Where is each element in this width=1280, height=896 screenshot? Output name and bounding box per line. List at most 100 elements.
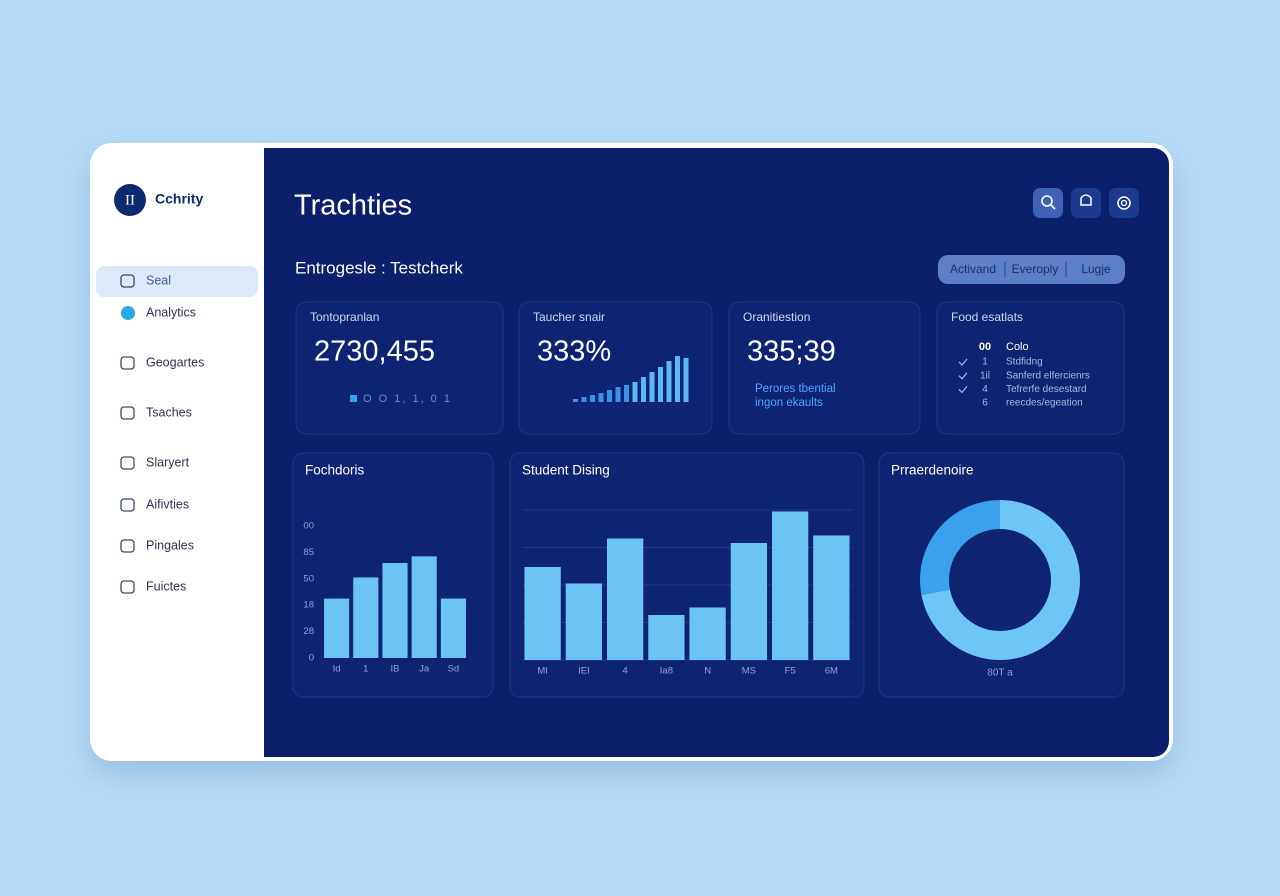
check-icon	[958, 372, 968, 380]
nav-icon	[120, 539, 135, 553]
toolbar	[1033, 188, 1139, 218]
chart-title: Student Dising	[522, 463, 610, 478]
y-tick-label: 00	[303, 521, 314, 532]
bar	[353, 577, 379, 658]
nav-item[interactable]: Analytics	[146, 305, 196, 319]
x-tick-label: Id	[333, 664, 341, 675]
settings-icon	[1120, 199, 1128, 207]
x-tick-label: MI	[537, 666, 548, 677]
tab[interactable]: Activand	[950, 262, 996, 276]
brand-logo	[114, 184, 146, 216]
x-tick-label: 6M	[825, 666, 838, 677]
nav-item[interactable]: Geogartes	[146, 355, 204, 369]
sparkline-bar	[615, 387, 621, 402]
bar	[730, 543, 768, 660]
list-num: 6	[982, 398, 988, 409]
stat-value: 335;39	[747, 336, 836, 368]
x-tick-label: F5	[785, 666, 796, 677]
sparkline-bar	[590, 395, 595, 402]
chart-card	[878, 452, 1125, 698]
main-panel-edge	[264, 148, 294, 757]
nav-active-bg	[96, 266, 258, 297]
bar	[771, 511, 809, 660]
nav-item[interactable]: Tsaches	[146, 405, 192, 419]
sparkline-bar	[598, 393, 604, 402]
settings-button[interactable]	[1109, 188, 1139, 218]
chart-title: Fochdoris	[305, 463, 365, 478]
y-tick-label: 85	[303, 547, 314, 558]
nav-icon	[120, 406, 135, 420]
tab[interactable]: Lugje	[1081, 262, 1111, 276]
stat-note: ingon ekaults	[755, 397, 823, 409]
sparkline-bar	[581, 397, 587, 402]
list-num: 4	[982, 384, 988, 395]
tab-pill	[938, 255, 1125, 284]
list-header: Colo	[1006, 341, 1029, 353]
bar	[813, 535, 850, 660]
sparkline-bar	[675, 356, 680, 402]
nav-item[interactable]: Pingales	[146, 538, 194, 552]
bar	[382, 562, 408, 658]
y-tick-label: 28	[303, 626, 314, 637]
x-tick-label: 1	[363, 664, 368, 675]
list-text: reecdes/egeation	[1006, 398, 1083, 409]
bar	[606, 538, 644, 660]
notify-button[interactable]	[1071, 188, 1101, 218]
sparkline-bar	[649, 372, 655, 402]
x-tick-label: Ia8	[660, 666, 673, 677]
chart-cards: Fochdoris 0 28 18 50 85 00 Id 1 IB Ja Sd Student Dis…	[292, 452, 1125, 698]
list-text: Sanferd elfercienrs	[1006, 370, 1090, 381]
y-tick-label: 18	[303, 600, 314, 611]
bar	[524, 567, 561, 660]
sparkline-bar	[666, 361, 672, 402]
bar	[324, 598, 350, 658]
y-tick-label: 0	[309, 653, 314, 664]
section-title: Entrogesle : Testcherk	[295, 258, 463, 277]
x-tick-label: MS	[742, 666, 756, 677]
bar	[565, 583, 603, 660]
nav-icon	[120, 456, 135, 470]
bar	[440, 598, 466, 658]
tab[interactable]: Everoply	[1012, 262, 1059, 276]
stat-note: Perores tbential	[755, 383, 836, 395]
x-tick-label: IB	[391, 664, 400, 675]
nav-icon	[120, 498, 135, 512]
x-tick-label: IEI	[578, 666, 590, 677]
list-num: 1il	[980, 370, 990, 381]
bar	[689, 607, 726, 660]
bar	[648, 615, 685, 660]
donut-segment	[920, 500, 1001, 595]
page-title: Trachties	[294, 190, 412, 222]
list-text: Tefrerfe desestard	[1006, 384, 1087, 395]
chart-caption: 80T a	[987, 668, 1013, 679]
check-icon	[958, 386, 968, 394]
stat-note: O O 1, 1, 0 1	[363, 393, 452, 405]
y-tick-label: 50	[303, 573, 314, 584]
stat-card	[518, 301, 713, 435]
notify-icon	[1080, 194, 1092, 206]
stat-card	[728, 301, 921, 435]
x-tick-label: 4	[622, 666, 627, 677]
nav-item[interactable]: Aifivties	[146, 497, 189, 511]
sparkline-bar	[683, 358, 689, 402]
stat-cards: Tontopranlan 2730,455 O O 1, 1, 0 1 Taucher…	[295, 301, 1125, 435]
sparkline-bar	[573, 399, 578, 402]
stat-label: Tontopranlan	[310, 310, 379, 324]
sparkline-bar	[641, 377, 646, 402]
settings-icon	[1117, 196, 1131, 210]
search-icon	[1041, 195, 1053, 207]
nav-item[interactable]: Fuictes	[146, 579, 186, 593]
sparkline-bar	[607, 390, 612, 402]
search-icon	[1050, 204, 1056, 210]
stat-label: Oranitiestion	[743, 310, 810, 324]
stat-card	[295, 301, 504, 435]
search-button[interactable]	[1033, 188, 1063, 218]
tab-group: Activand Everoply Lugje	[938, 255, 1125, 284]
donut-segment	[921, 500, 1080, 660]
nav-item[interactable]: Seal	[146, 273, 171, 287]
sparkline-bar	[658, 367, 663, 402]
stat-card	[936, 301, 1125, 435]
nav-item[interactable]: Slaryert	[146, 455, 190, 469]
